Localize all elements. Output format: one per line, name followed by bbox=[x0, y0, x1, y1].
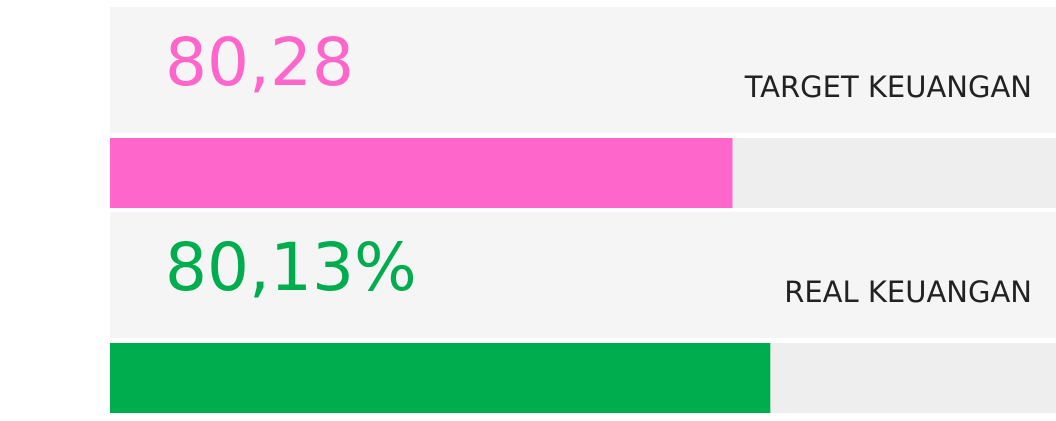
item-label: REAL KEUANGAN bbox=[784, 275, 1032, 309]
item-label: TARGET KEUANGAN bbox=[744, 70, 1032, 104]
progress-bar bbox=[110, 138, 733, 208]
progress-bar bbox=[110, 343, 771, 413]
panel bbox=[110, 212, 1056, 338]
panel bbox=[110, 7, 1056, 133]
value-label: 80,28 bbox=[165, 24, 354, 101]
value-label: 80,13% bbox=[165, 229, 417, 306]
